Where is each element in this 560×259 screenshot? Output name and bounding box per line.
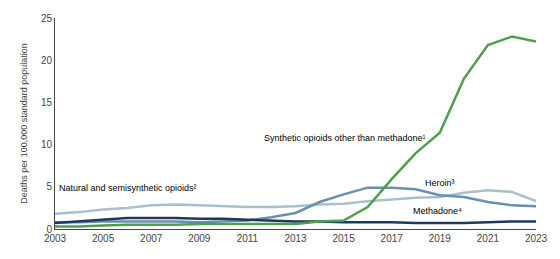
- svg-text:Heroin³: Heroin³: [425, 178, 455, 188]
- svg-text:2019: 2019: [429, 233, 452, 244]
- svg-text:2017: 2017: [381, 233, 404, 244]
- svg-text:0: 0: [46, 224, 52, 235]
- svg-text:2015: 2015: [332, 233, 355, 244]
- svg-text:Methadone⁴: Methadone⁴: [413, 206, 462, 216]
- svg-text:2011: 2011: [237, 233, 259, 244]
- svg-text:10: 10: [41, 139, 53, 150]
- svg-text:2009: 2009: [188, 233, 211, 244]
- svg-text:Synthetic opioids other than m: Synthetic opioids other than methadone¹: [264, 133, 426, 143]
- svg-text:2005: 2005: [92, 233, 115, 244]
- svg-text:2023: 2023: [525, 233, 548, 244]
- svg-text:2021: 2021: [477, 233, 500, 244]
- svg-text:15: 15: [41, 97, 53, 108]
- svg-text:5: 5: [46, 181, 52, 192]
- svg-text:25: 25: [41, 13, 53, 24]
- svg-text:2013: 2013: [284, 233, 307, 244]
- svg-text:2003: 2003: [44, 233, 67, 244]
- svg-text:2007: 2007: [140, 233, 163, 244]
- svg-text:Natural and semisynthetic opio: Natural and semisynthetic opioids²: [59, 183, 197, 193]
- svg-text:20: 20: [41, 55, 53, 66]
- svg-text:Deaths per 100,000 standard po: Deaths per 100,000 standard population: [19, 43, 29, 204]
